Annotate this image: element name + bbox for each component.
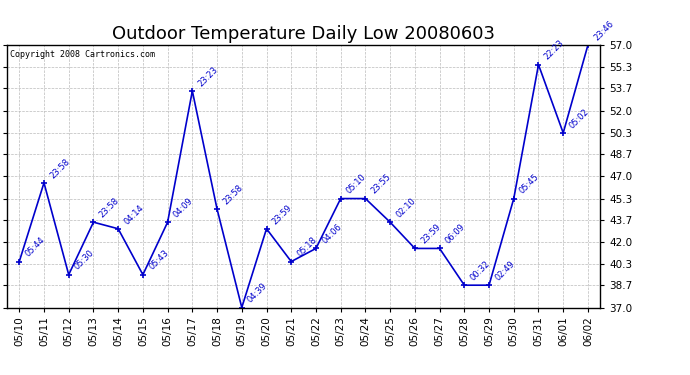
Text: 02:49: 02:49 — [493, 259, 516, 282]
Text: 23:58: 23:58 — [97, 196, 121, 219]
Text: 05:10: 05:10 — [345, 172, 368, 196]
Text: 22:23: 22:23 — [542, 39, 566, 62]
Text: 04:14: 04:14 — [122, 203, 146, 226]
Text: 04:09: 04:09 — [172, 196, 195, 219]
Text: 00:32: 00:32 — [469, 259, 492, 282]
Text: 23:59: 23:59 — [270, 203, 294, 226]
Text: 04:06: 04:06 — [320, 222, 344, 246]
Text: 23:58: 23:58 — [48, 157, 72, 180]
Text: 23:23: 23:23 — [197, 65, 220, 88]
Text: 23:46: 23:46 — [592, 19, 615, 42]
Text: 05:43: 05:43 — [147, 249, 170, 272]
Text: 05:44: 05:44 — [23, 236, 47, 259]
Text: 04:39: 04:39 — [246, 282, 269, 305]
Title: Outdoor Temperature Daily Low 20080603: Outdoor Temperature Daily Low 20080603 — [112, 26, 495, 44]
Text: Copyright 2008 Cartronics.com: Copyright 2008 Cartronics.com — [10, 50, 155, 59]
Text: 02:10: 02:10 — [394, 196, 417, 219]
Text: 23:55: 23:55 — [370, 172, 393, 196]
Text: 05:30: 05:30 — [73, 249, 96, 272]
Text: 05:45: 05:45 — [518, 172, 541, 196]
Text: 23:58: 23:58 — [221, 183, 244, 206]
Text: 05:18: 05:18 — [295, 236, 319, 259]
Text: 23:59: 23:59 — [419, 222, 442, 246]
Text: 05:02: 05:02 — [567, 107, 591, 130]
Text: 06:09: 06:09 — [444, 222, 467, 246]
